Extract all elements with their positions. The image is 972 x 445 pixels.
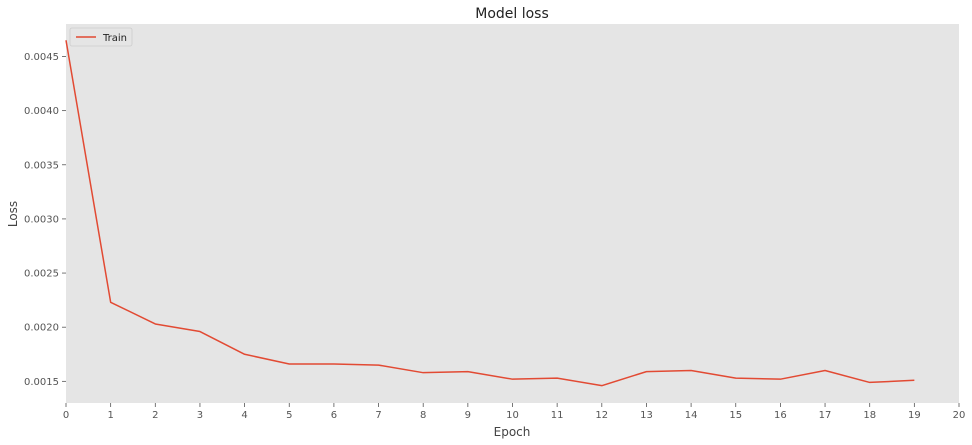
y-tick-label: 0.0015 xyxy=(24,377,59,388)
y-tick-label: 0.0020 xyxy=(24,323,59,334)
x-axis-label: Epoch xyxy=(494,425,531,439)
y-axis-ticks: 0.0015 0.0020 0.0025 0.0030 0.0035 0.0040 0.00… xyxy=(24,52,66,388)
y-tick-label: 0.0045 xyxy=(24,52,59,63)
y-tick-label: 0.0030 xyxy=(24,214,59,225)
x-tick-label: 12 xyxy=(595,410,608,421)
legend: Train xyxy=(69,27,133,47)
x-tick-label: 20 xyxy=(953,410,966,421)
x-tick-label: 10 xyxy=(506,410,519,421)
chart-title: Model loss xyxy=(475,6,549,22)
x-tick-label: 3 xyxy=(197,410,203,421)
legend-label-train: Train xyxy=(102,33,127,44)
x-tick-label: 8 xyxy=(420,410,426,421)
series-line-train xyxy=(65,40,915,387)
y-tick-label: 0.0035 xyxy=(24,160,59,171)
plot-area xyxy=(66,24,959,403)
x-tick-label: 7 xyxy=(375,410,381,421)
x-tick-label: 5 xyxy=(286,410,292,421)
y-tick-label: 0.0025 xyxy=(24,269,59,280)
series-layer xyxy=(65,40,915,387)
y-tick-label: 0.0040 xyxy=(24,106,59,117)
x-tick-label: 11 xyxy=(551,410,564,421)
y-axis-label: Loss xyxy=(6,201,20,227)
x-tick-label: 4 xyxy=(241,410,247,421)
x-tick-label: 18 xyxy=(863,410,876,421)
x-tick-label: 17 xyxy=(819,410,832,421)
x-tick-label: 0 xyxy=(63,410,69,421)
x-tick-label: 2 xyxy=(152,410,158,421)
x-tick-label: 13 xyxy=(640,410,653,421)
x-tick-label: 9 xyxy=(465,410,471,421)
x-tick-label: 6 xyxy=(331,410,337,421)
x-tick-label: 19 xyxy=(908,410,921,421)
legend-box xyxy=(69,27,133,47)
x-tick-label: 15 xyxy=(729,410,742,421)
x-tick-label: 1 xyxy=(107,410,113,421)
x-tick-label: 16 xyxy=(774,410,787,421)
x-axis-ticks: 0 1 2 3 4 5 6 7 8 9 10 11 12 13 14 15 16 17 18 19 20 xyxy=(63,403,966,421)
x-tick-label: 14 xyxy=(685,410,698,421)
